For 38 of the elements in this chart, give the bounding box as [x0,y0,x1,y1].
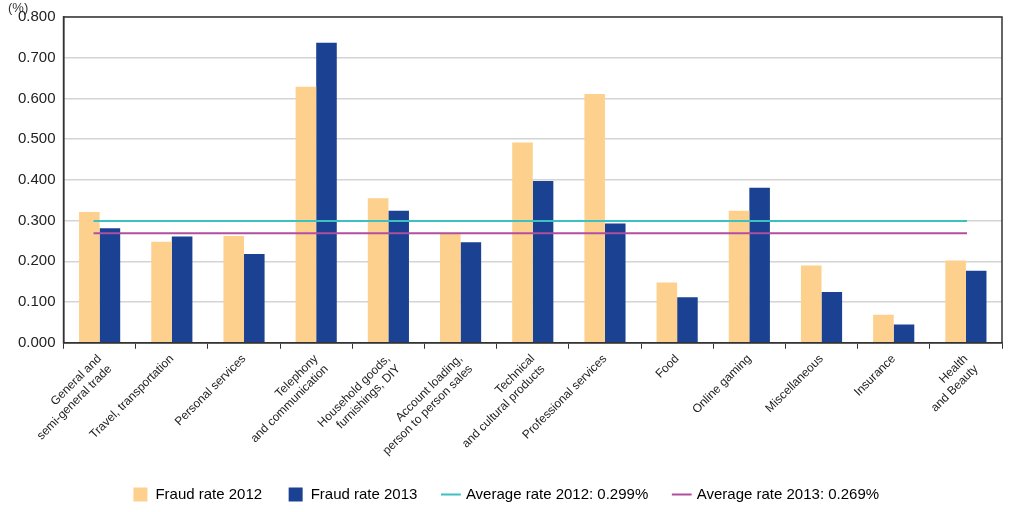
bar [295,86,317,343]
bar [821,291,843,343]
y-tick-label: 0.300 [17,210,56,228]
y-tick-label: 0.500 [17,129,56,147]
bar [656,282,678,343]
bar [945,260,966,343]
bar [873,314,894,343]
bar [367,198,389,343]
bar [800,265,822,343]
legend-label: Average rate 2012: 0.299% [465,484,649,502]
bar [151,241,172,343]
bar [749,187,770,343]
bar [79,212,100,343]
bar [512,142,533,343]
bar [460,242,482,343]
bar [604,223,626,343]
bar [677,297,698,343]
y-tick-label: 0.200 [17,251,56,269]
bar [532,181,554,343]
y-tick-label: 0.000 [17,332,56,350]
bar [223,236,245,343]
legend-label: Fraud rate 2013 [310,484,418,502]
bar [388,210,409,343]
bar [99,228,121,343]
y-tick-label: 0.600 [17,88,56,106]
bar [893,324,915,343]
legend-label: Fraud rate 2012 [155,484,263,502]
bar [440,234,461,343]
y-tick-label: 0.100 [17,292,56,310]
bar [584,93,605,343]
bar [171,236,193,343]
legend-label: Average rate 2013: 0.269% [696,484,880,502]
y-tick-label: 0.400 [17,170,56,188]
bar [244,254,265,343]
bar [316,42,337,343]
bar [965,270,987,343]
y-tick-label: 0.700 [17,47,56,65]
bar [728,210,750,343]
